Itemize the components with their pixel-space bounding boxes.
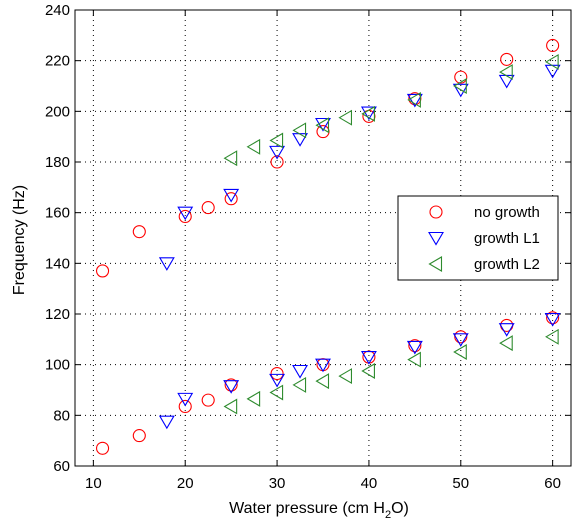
data-point-growth-l2: [223, 398, 238, 415]
data-point-growth-l1: [544, 313, 561, 327]
y-tick-label: 240: [45, 2, 70, 19]
data-point-growth-l2: [499, 335, 513, 352]
y-tick-label: 160: [45, 205, 70, 222]
data-point-growth-l1: [292, 133, 308, 147]
data-point-growth-l1: [223, 188, 240, 203]
data-point-growth-l1: [452, 333, 469, 347]
y-tick-label: 200: [45, 103, 70, 120]
data-point-no-growth: [454, 70, 468, 84]
y-tick-label: 100: [45, 357, 70, 374]
data-point-growth-l2: [407, 351, 421, 368]
data-point-growth-l1: [158, 257, 175, 271]
data-point-growth-l1: [269, 373, 286, 388]
data-point-growth-l2: [338, 368, 353, 385]
data-point-growth-l2: [315, 373, 330, 390]
data-point-growth-l1: [177, 392, 194, 407]
y-tick-label: 80: [53, 407, 70, 424]
data-point-no-growth: [132, 429, 146, 443]
data-point-no-growth: [546, 311, 560, 325]
data-point-growth-l1: [269, 145, 286, 160]
data-point-growth-l2: [545, 53, 559, 70]
x-tick-label: 30: [269, 475, 286, 492]
legend-marker-growth-l1: [428, 231, 444, 246]
data-point-growth-l2: [223, 150, 238, 167]
legend-label-growth-l2: growth L2: [474, 256, 540, 273]
data-point-growth-l1: [406, 340, 423, 355]
data-point-no-growth: [201, 201, 215, 215]
data-point-growth-l2: [246, 138, 261, 155]
series-growth-l2: [223, 53, 559, 415]
tick-labels: 10 20 30 40 50 60 60 80 100 120 140 160 180 200 220 240: [45, 2, 561, 492]
data-point-growth-l1: [292, 364, 308, 379]
data-point-growth-l2: [315, 117, 330, 134]
data-point-no-growth: [96, 441, 110, 455]
data-point-growth-l2: [338, 109, 353, 126]
legend-label-growth-l1: growth L1: [474, 230, 540, 247]
data-point-growth-l1: [177, 206, 194, 221]
data-point-growth-l2: [407, 91, 421, 108]
x-axis-label-end: O): [391, 500, 409, 517]
data-point-growth-l1: [158, 415, 175, 430]
legend-marker-growth-l2: [428, 256, 443, 272]
data-point-growth-l2: [499, 64, 513, 81]
y-tick-label: 120: [45, 306, 70, 323]
legend-box: [397, 195, 559, 281]
y-tick-label: 140: [45, 255, 70, 272]
data-point-growth-l2: [269, 132, 284, 149]
data-point-no-growth: [270, 155, 284, 169]
y-tick-label: 60: [53, 458, 70, 475]
data-point-no-growth: [500, 52, 514, 66]
data-point-growth-l2: [453, 344, 467, 360]
x-axis-label: Water pressure (cm H2O): [229, 500, 409, 520]
data-point-growth-l2: [453, 78, 467, 94]
x-axis-label-subscript: 2: [385, 509, 391, 520]
data-point-growth-l2: [292, 376, 307, 393]
data-point-growth-l1: [223, 380, 240, 394]
data-point-no-growth: [224, 378, 238, 392]
data-point-no-growth: [178, 399, 192, 414]
data-point-no-growth: [224, 192, 238, 206]
data-point-no-growth: [500, 318, 514, 332]
grid-lines: [75, 10, 571, 466]
data-point-growth-l2: [361, 105, 375, 122]
data-point-growth-l2: [361, 363, 375, 379]
legend-entries: no growth growth L1 growth L2: [428, 204, 540, 273]
data-point-growth-l2: [545, 328, 559, 345]
legend-label-no-growth: no growth: [474, 204, 540, 221]
plot-frame: [74, 9, 572, 467]
x-tick-label: 10: [85, 475, 102, 492]
y-tick-label: 220: [45, 53, 70, 70]
data-point-no-growth: [132, 225, 146, 239]
data-point-growth-l1: [498, 74, 515, 89]
data-point-growth-l2: [246, 390, 261, 407]
x-tick-label: 40: [361, 475, 378, 492]
series-growth-l1: [158, 64, 561, 430]
y-tick-label: 180: [45, 154, 70, 171]
data-point-growth-l1: [406, 93, 423, 108]
data-point-no-growth: [270, 366, 284, 381]
data-point-growth-l2: [269, 384, 284, 401]
data-point-growth-l2: [292, 122, 307, 139]
data-points: [96, 38, 561, 455]
x-tick-label: 20: [177, 475, 194, 492]
x-axis-label-main: Water pressure (cm H: [229, 500, 385, 517]
data-point-growth-l1: [498, 323, 515, 337]
x-tick-label: 60: [544, 475, 561, 492]
x-tick-label: 50: [452, 475, 469, 492]
data-point-no-growth: [408, 339, 422, 353]
data-point-growth-l1: [360, 106, 377, 121]
y-axis-label: Frequency (Hz): [11, 185, 28, 295]
data-point-growth-l1: [315, 117, 331, 132]
data-point-no-growth: [454, 330, 468, 344]
data-point-growth-l1: [452, 83, 469, 98]
legend-marker-no-growth: [429, 205, 443, 219]
data-point-no-growth: [546, 38, 560, 53]
data-point-no-growth: [201, 393, 215, 407]
data-point-growth-l1: [315, 358, 331, 373]
legend: no growth growth L1 growth L2: [397, 195, 559, 281]
data-point-growth-l1: [360, 351, 377, 365]
data-point-no-growth: [178, 209, 192, 224]
data-point-no-growth: [96, 264, 110, 278]
